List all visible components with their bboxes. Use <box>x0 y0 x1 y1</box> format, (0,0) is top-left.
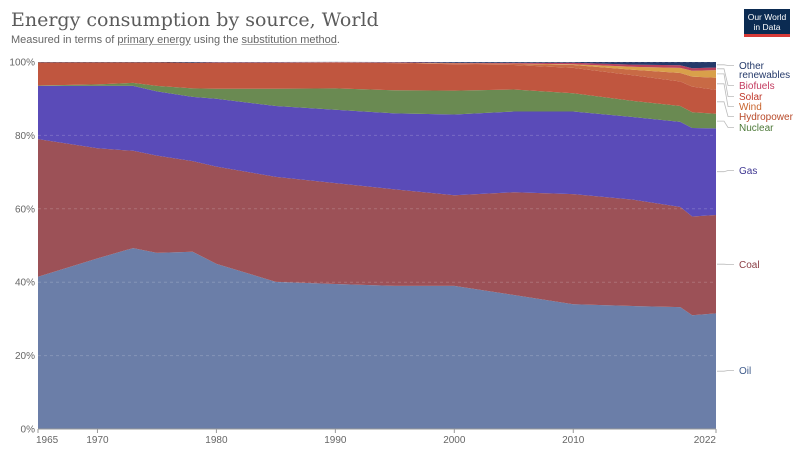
label-connector <box>717 101 734 117</box>
area-hydropower[interactable] <box>38 62 716 114</box>
x-tick-label: 2022 <box>694 435 717 446</box>
area-other_renewables[interactable] <box>38 61 716 69</box>
x-axis: 1965 1970 1980 1990 2000 2010 2022 <box>36 428 717 446</box>
area-nuclear[interactable] <box>38 82 716 129</box>
series-label-solar[interactable]: Solar <box>739 92 763 103</box>
primary-energy-link[interactable]: primary energy <box>117 34 191 46</box>
label-connector <box>717 170 734 173</box>
series-label-coal[interactable]: Coal <box>739 260 760 271</box>
subtitle-suffix: . <box>336 34 340 46</box>
x-tick-label: 2000 <box>443 435 466 446</box>
series-label-biofuels[interactable]: Biofuels <box>739 81 775 92</box>
subtitle-prefix: Measured in terms of <box>11 34 118 46</box>
label-connector <box>717 68 734 86</box>
x-tick-label: 1980 <box>205 435 228 446</box>
series-label-other_renewables[interactable]: renewables <box>739 70 790 81</box>
chart-subtitle: Measured in terms of primary energy usin… <box>11 34 340 46</box>
series-label-hydropower[interactable]: Hydropower <box>739 112 794 123</box>
series-label-wind[interactable]: Wind <box>739 102 762 113</box>
chart-title: Energy consumption by source, World <box>11 9 379 31</box>
logo-line-1: Our World <box>747 12 787 22</box>
label-connector <box>717 73 734 97</box>
label-connector <box>717 120 734 128</box>
label-connector <box>717 64 734 66</box>
series-label-other_renewables[interactable]: Other <box>739 61 765 72</box>
series-label-gas[interactable]: Gas <box>739 166 757 177</box>
area-gas[interactable] <box>38 85 716 217</box>
y-tick-label: 80% <box>15 131 35 142</box>
y-tick-label: 40% <box>15 278 35 289</box>
logo-line-2: in Data <box>753 21 781 32</box>
x-tick-label: 1965 <box>36 435 59 446</box>
x-tick-label: 1990 <box>324 435 347 446</box>
series-labels: OtherrenewablesBiofuelsSolarWindHydropow… <box>717 61 794 377</box>
substitution-method-link[interactable]: substitution method <box>241 34 337 46</box>
label-connector <box>717 370 734 372</box>
y-axis: 0% 20% 40% 60% 80% 100% <box>9 58 35 436</box>
y-tick-label: 20% <box>15 351 35 362</box>
x-tick-label: 2010 <box>562 435 585 446</box>
y-tick-label: 100% <box>9 58 35 69</box>
subtitle-mid: using the <box>190 34 242 46</box>
area-oil[interactable] <box>38 248 716 429</box>
y-tick-label: 0% <box>21 425 36 436</box>
area-coal[interactable] <box>38 139 716 316</box>
y-tick-label: 60% <box>15 204 35 215</box>
label-connector <box>717 83 734 107</box>
x-tick-label: 1970 <box>86 435 109 446</box>
area-layers <box>38 61 716 429</box>
series-label-oil[interactable]: Oil <box>739 366 751 377</box>
series-label-nuclear[interactable]: Nuclear <box>739 123 774 134</box>
owid-logo[interactable]: Our World in Data <box>744 9 790 37</box>
